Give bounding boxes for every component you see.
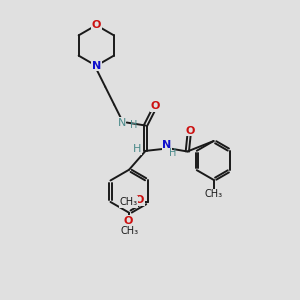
Text: H: H — [133, 144, 141, 154]
Text: CH₃: CH₃ — [119, 197, 137, 207]
Text: H: H — [130, 120, 137, 130]
Text: N: N — [92, 61, 101, 71]
Text: CH₃: CH₃ — [120, 226, 138, 236]
Text: O: O — [92, 20, 101, 30]
Text: CH₃: CH₃ — [205, 189, 223, 199]
Text: N: N — [162, 140, 172, 150]
Text: H: H — [169, 148, 176, 158]
Text: O: O — [151, 101, 160, 111]
Text: O: O — [185, 126, 194, 136]
Text: O: O — [123, 216, 133, 226]
Text: N: N — [117, 118, 126, 128]
Text: O: O — [135, 195, 144, 205]
